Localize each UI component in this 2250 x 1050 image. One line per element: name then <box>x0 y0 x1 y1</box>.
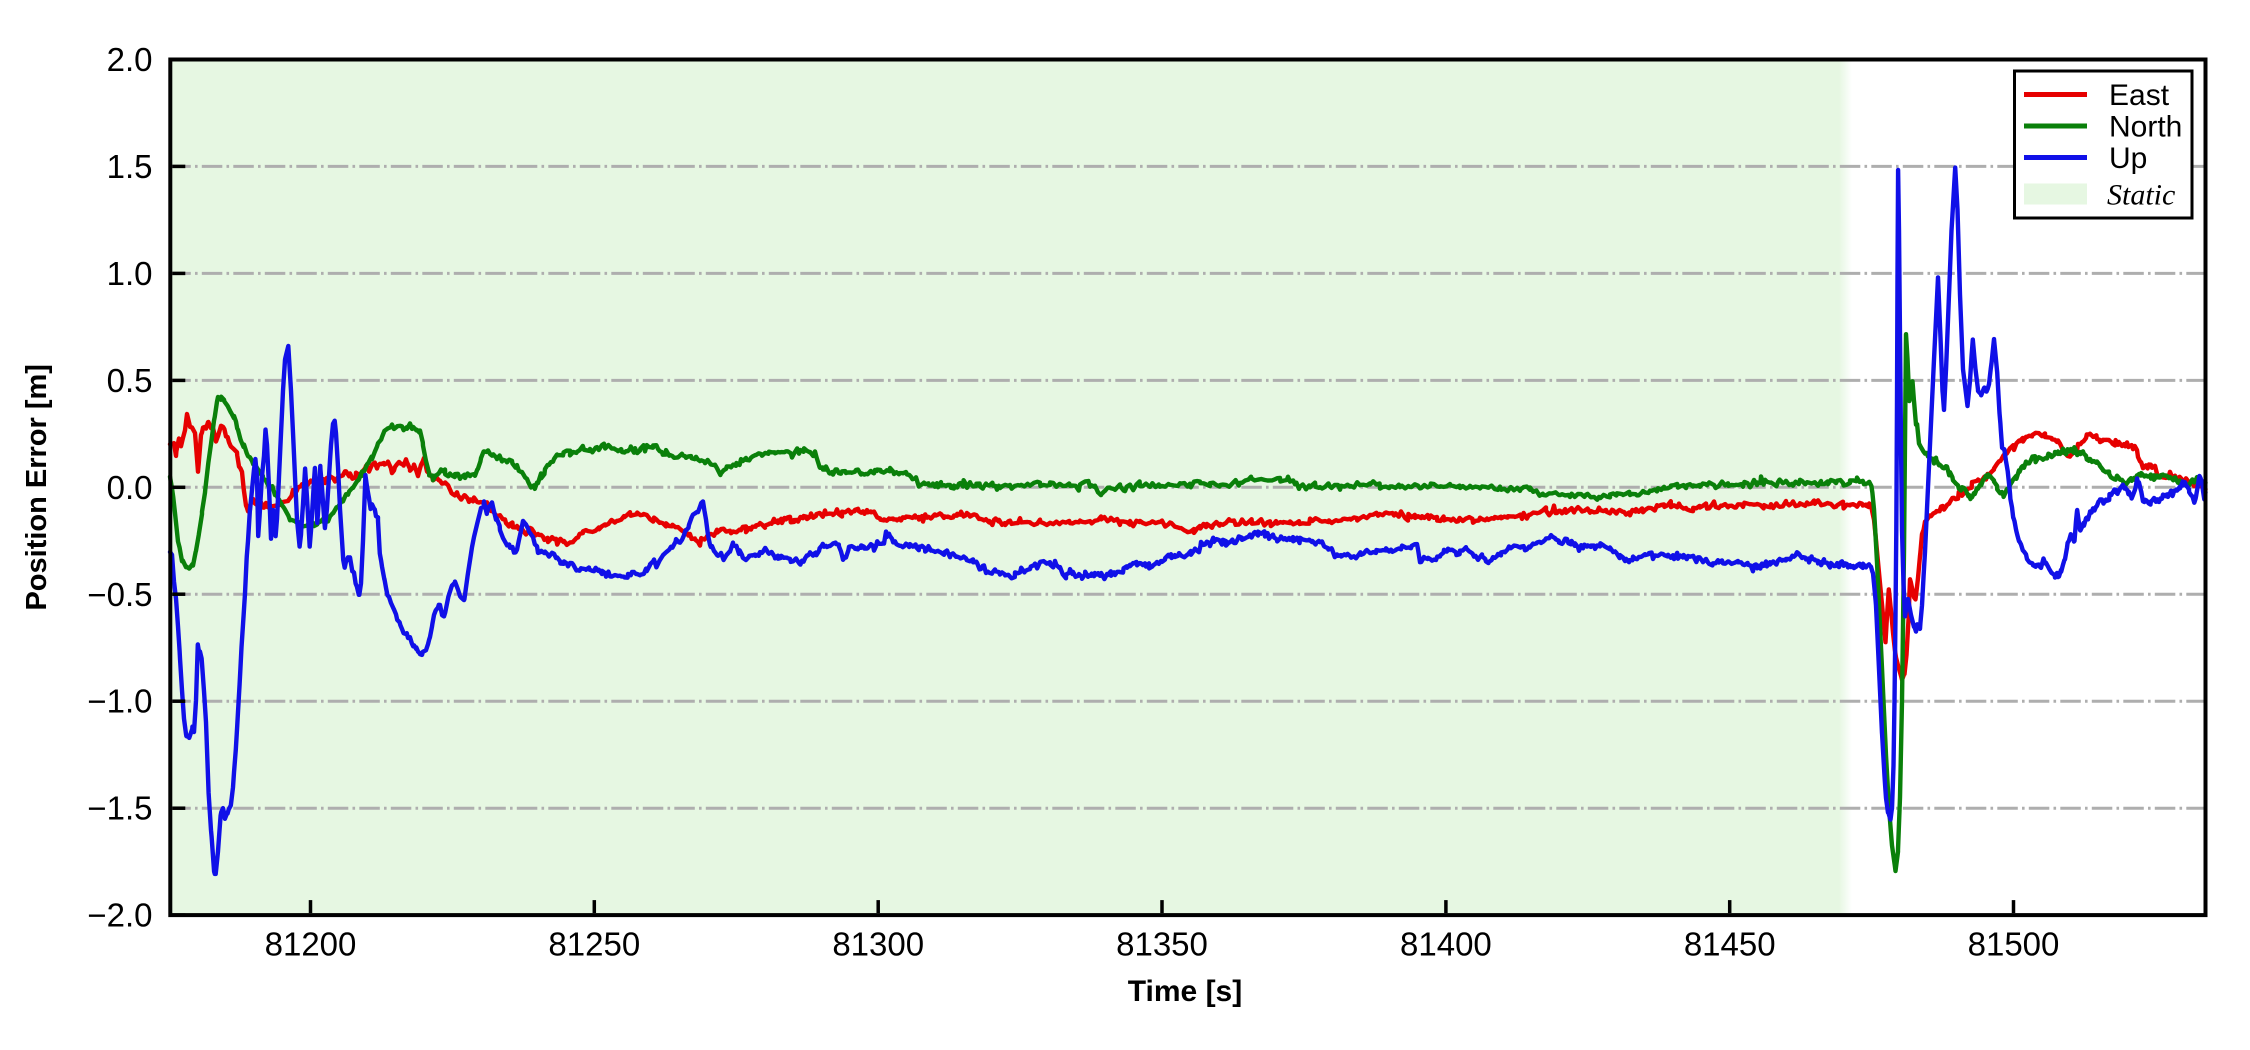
svg-text:0.0: 0.0 <box>107 469 153 506</box>
svg-text:Up: Up <box>2109 142 2147 175</box>
svg-text:Time [s]: Time [s] <box>1128 975 1242 1008</box>
svg-text:−0.5: −0.5 <box>87 576 152 613</box>
svg-text:81200: 81200 <box>265 926 357 963</box>
svg-text:0.5: 0.5 <box>107 362 153 399</box>
svg-text:81250: 81250 <box>548 926 640 963</box>
svg-text:2.0: 2.0 <box>107 41 153 78</box>
svg-text:East: East <box>2109 79 2170 112</box>
svg-text:Position Error [m]: Position Error [m] <box>21 364 53 611</box>
svg-text:−2.0: −2.0 <box>87 897 152 934</box>
svg-text:−1.0: −1.0 <box>87 683 152 720</box>
svg-text:North: North <box>2109 111 2182 144</box>
svg-text:81300: 81300 <box>832 926 924 963</box>
svg-text:81500: 81500 <box>1968 926 2060 963</box>
svg-text:Static: Static <box>2107 179 2175 212</box>
svg-text:1.5: 1.5 <box>107 148 153 185</box>
svg-text:1.0: 1.0 <box>107 255 153 292</box>
svg-text:81450: 81450 <box>1684 926 1776 963</box>
svg-text:81400: 81400 <box>1400 926 1492 963</box>
svg-text:81350: 81350 <box>1116 926 1208 963</box>
svg-text:−1.5: −1.5 <box>87 790 152 827</box>
